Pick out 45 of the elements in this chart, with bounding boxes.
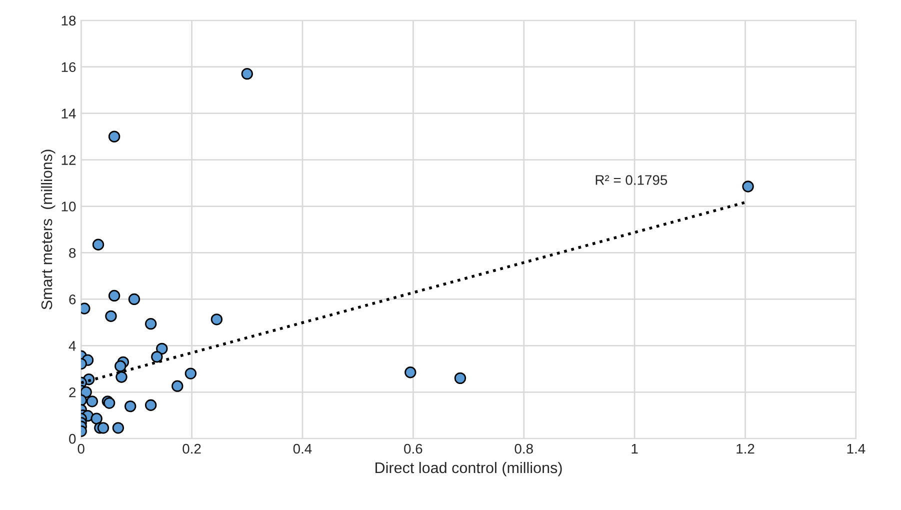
point: [90, 412, 102, 424]
y-tick-label: 16: [62, 62, 76, 72]
x-tick-label: 0.6: [404, 444, 422, 454]
y-tick-label: 4: [68, 341, 76, 351]
x-tick-label: 1.4: [847, 444, 866, 454]
point: [124, 400, 136, 412]
y-tick-label: 18: [62, 16, 76, 26]
point: [112, 422, 124, 434]
y-tick-label: 14: [62, 108, 76, 118]
x-tick-label: 0.8: [514, 444, 533, 454]
point: [210, 314, 223, 326]
point: [151, 350, 163, 363]
point: [105, 310, 117, 322]
x-axis-title: Direct load control (millions): [376, 462, 562, 476]
x-tick-label: 0.2: [182, 444, 201, 454]
point: [128, 293, 140, 306]
y-tick-label: 10: [62, 202, 76, 212]
y-tick-label: 8: [69, 248, 76, 258]
y-tick-label: 2: [69, 387, 76, 398]
point: [454, 372, 466, 384]
y-tick-label: 0: [69, 434, 76, 444]
point: [116, 371, 128, 383]
y-tick-label: 12: [62, 155, 76, 165]
y-axis-title: Smart meters (millions): [40, 150, 56, 310]
point: [742, 180, 754, 192]
point: [184, 368, 197, 380]
annotation: R² = 0.1795: [596, 175, 668, 185]
point: [172, 380, 184, 392]
x-tick-label: 1: [632, 444, 638, 454]
point: [404, 366, 416, 378]
x-tick-label: 1.2: [736, 444, 754, 454]
point: [144, 399, 157, 411]
point: [92, 238, 104, 250]
x-tick-label: 0: [78, 444, 84, 454]
point: [144, 318, 157, 330]
y-tick-label: 6: [69, 294, 76, 304]
point: [81, 386, 92, 398]
point: [97, 422, 110, 434]
point: [241, 68, 253, 80]
point: [156, 342, 168, 355]
point: [108, 130, 120, 142]
x-tick-label: 0.4: [293, 444, 312, 454]
point: [86, 396, 98, 408]
point: [108, 290, 120, 302]
point: [114, 360, 126, 372]
